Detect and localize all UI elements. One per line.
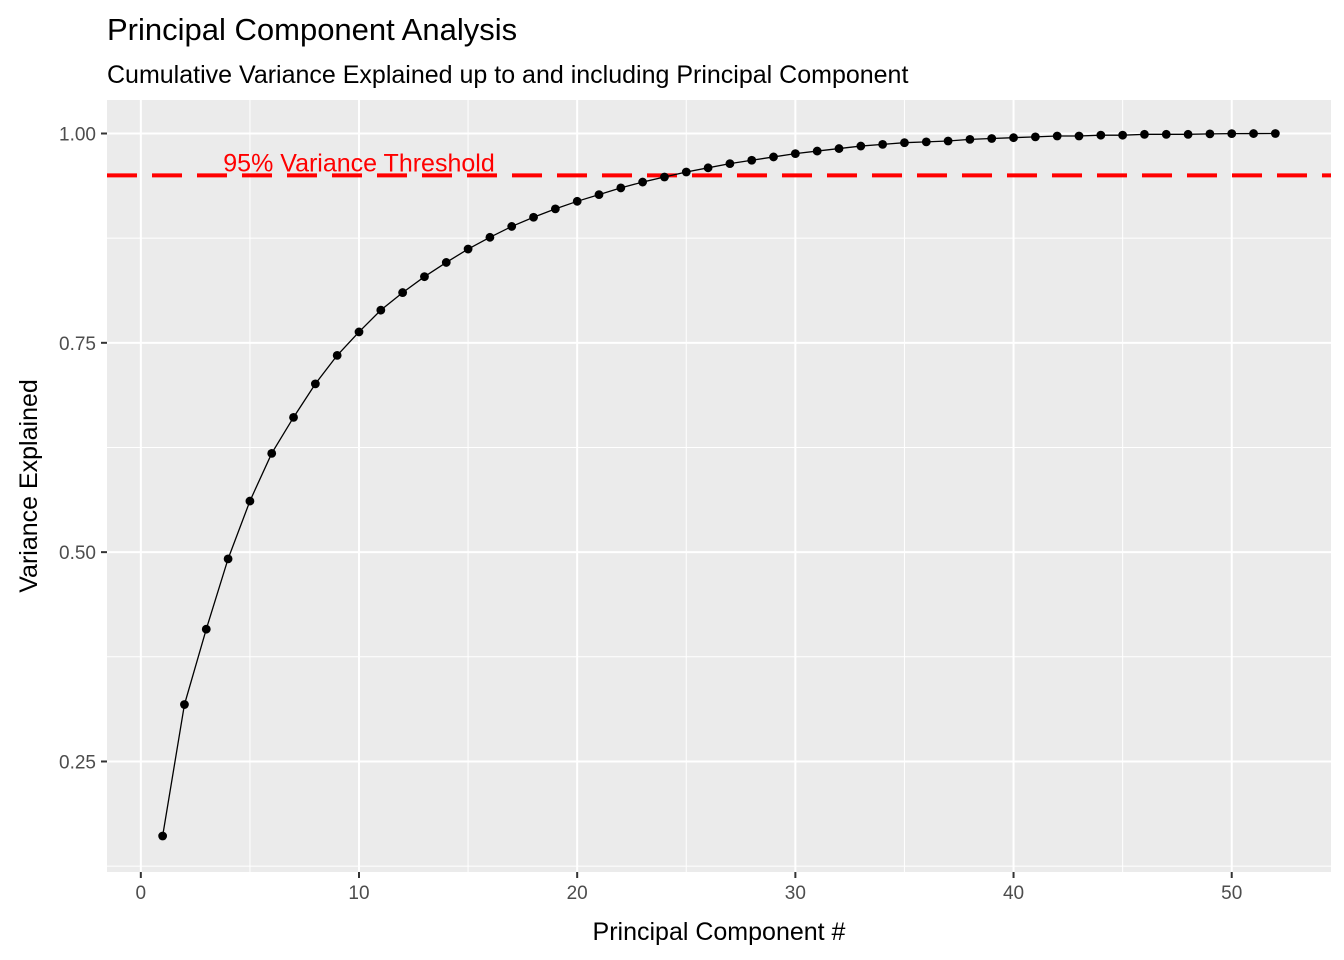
- data-point: [965, 134, 975, 144]
- data-point: [987, 134, 997, 143]
- data-point: [790, 149, 800, 158]
- data-point: [834, 144, 844, 153]
- data-point: [572, 196, 582, 206]
- plot-panel: [107, 100, 1331, 872]
- data-point: [376, 305, 386, 315]
- data-point: [921, 137, 931, 147]
- data-point: [681, 167, 691, 177]
- data-point: [463, 244, 473, 254]
- grid-major-lines: [107, 100, 1331, 872]
- data-point: [507, 222, 517, 231]
- data-point: [223, 554, 233, 564]
- data-point: [1161, 129, 1171, 139]
- grid-minor-lines: [107, 100, 1331, 872]
- data-point: [900, 138, 909, 148]
- data-point: [725, 159, 735, 169]
- data-point: [550, 204, 560, 214]
- x-tick-label: 40: [1003, 883, 1024, 904]
- data-point: [289, 412, 298, 422]
- data-point: [267, 448, 277, 458]
- data-point: [1030, 132, 1040, 142]
- data-point: [769, 152, 778, 162]
- series-line: [161, 132, 1276, 837]
- data-point: [529, 212, 538, 222]
- threshold-label: 95% Variance Threshold: [223, 149, 494, 177]
- x-axis-title: Principal Component #: [593, 918, 846, 946]
- data-point: [747, 155, 757, 165]
- data-point: [245, 496, 255, 506]
- data-point: [1074, 131, 1084, 141]
- y-tick-label: 0.75: [59, 334, 96, 355]
- data-point: [420, 272, 429, 282]
- data-point: [638, 177, 648, 187]
- data-point: [1205, 129, 1215, 139]
- data-point: [1096, 130, 1106, 140]
- data-point: [1009, 133, 1018, 143]
- data-point: [180, 700, 189, 709]
- y-tick-label: 0.25: [59, 752, 96, 773]
- data-point: [856, 141, 866, 151]
- data-point: [354, 327, 364, 337]
- data-point: [594, 190, 604, 200]
- data-point: [158, 831, 168, 841]
- data-point: [1270, 129, 1280, 138]
- tick-labels: 0 10 20 30 40 50 0.25 0.50 0.75 1.00: [59, 124, 1242, 904]
- y-tick-label: 0.50: [59, 543, 96, 564]
- x-tick-label: 30: [785, 883, 806, 904]
- series-group: [158, 129, 1280, 841]
- chart-title: Principal Component Analysis: [107, 12, 517, 47]
- x-tick-label: 0: [136, 883, 147, 904]
- data-point: [310, 379, 320, 389]
- x-tick-label: 50: [1221, 883, 1242, 904]
- data-point: [1183, 129, 1193, 139]
- chart-subtitle: Cumulative Variance Explained up to and …: [107, 61, 908, 89]
- data-point: [485, 232, 495, 242]
- y-axis-title: Variance Explained: [15, 379, 43, 593]
- data-point: [616, 183, 626, 193]
- data-point: [1052, 131, 1062, 141]
- x-tick-label: 10: [348, 883, 369, 904]
- data-point: [943, 136, 953, 146]
- data-point: [1227, 129, 1237, 139]
- data-point: [878, 139, 888, 149]
- data-point: [332, 350, 342, 360]
- y-tick-label: 1.00: [59, 124, 96, 145]
- data-point: [398, 288, 408, 297]
- data-point: [812, 146, 822, 156]
- threshold-group: 95% Variance Threshold: [107, 149, 1331, 178]
- data-point: [1118, 130, 1128, 140]
- data-point: [1249, 129, 1258, 138]
- data-point: [660, 172, 669, 182]
- data-point: [1140, 129, 1149, 139]
- data-point: [703, 163, 713, 173]
- data-point: [201, 624, 211, 634]
- data-point: [441, 258, 451, 267]
- axis-ticks: [101, 132, 1233, 878]
- x-tick-label: 20: [567, 883, 588, 904]
